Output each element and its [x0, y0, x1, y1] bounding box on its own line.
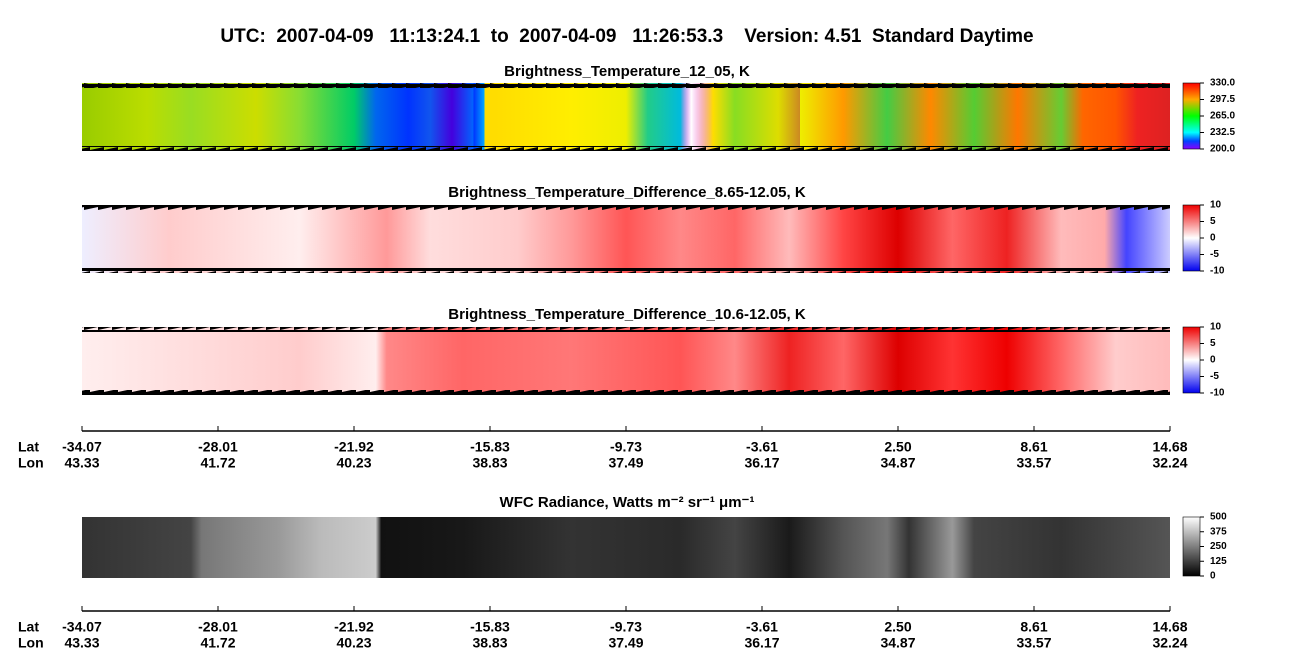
panel-title: Brightness_Temperature_Difference_10.6-1… [448, 306, 806, 323]
lon-tick-label: 34.87 [880, 455, 915, 471]
lat-label: Lat [18, 439, 39, 455]
lat-tick-label: -3.61 [746, 439, 778, 455]
lon-tick-label: 40.23 [336, 635, 371, 651]
lat-tick-label: 2.50 [884, 439, 911, 455]
colorbar-label: -5 [1210, 249, 1219, 260]
colorbar-label: 0 [1210, 571, 1216, 582]
lon-tick-label: 33.57 [1016, 635, 1051, 651]
colorbar [1182, 326, 1201, 394]
lon-tick-label: 34.87 [880, 635, 915, 651]
lat-label: Lat [18, 619, 39, 635]
lon-label: Lon [18, 635, 44, 651]
lat-tick-label: -9.73 [610, 619, 642, 635]
lon-tick-label: 40.23 [336, 455, 371, 471]
lon-tick-label: 38.83 [472, 635, 507, 651]
panel-title: WFC Radiance, Watts m⁻² sr⁻¹ μm⁻¹ [500, 494, 755, 511]
colorbar-label: 10 [1210, 200, 1222, 211]
swath-image [82, 205, 1170, 273]
lat-tick-label: 8.61 [1020, 439, 1047, 455]
colorbar-label: 265.0 [1210, 111, 1235, 122]
colorbar-label: 5 [1210, 216, 1216, 227]
colorbar-label: 5 [1210, 338, 1216, 349]
lat-tick-label: -21.92 [334, 619, 374, 635]
page-title: UTC: 2007-04-09 11:13:24.1 to 2007-04-09… [220, 26, 1033, 47]
lat-tick-label: -15.83 [470, 619, 510, 635]
lon-tick-label: 36.17 [744, 635, 779, 651]
lat-tick-label: 14.68 [1152, 619, 1187, 635]
lon-tick-label: 32.24 [1152, 455, 1187, 471]
colorbar [1182, 516, 1201, 577]
lon-tick-label: 38.83 [472, 455, 507, 471]
colorbar-label: 250 [1210, 541, 1227, 552]
lat-tick-label: 14.68 [1152, 439, 1187, 455]
lon-tick-label: 41.72 [200, 455, 235, 471]
lat-tick-label: 2.50 [884, 619, 911, 635]
lon-tick-label: 43.33 [64, 635, 99, 651]
colorbar-label: 0 [1210, 355, 1216, 366]
swath-image [82, 83, 1170, 151]
swath-edge [82, 205, 1170, 210]
colorbar [1182, 82, 1201, 150]
lon-tick-label: 41.72 [200, 635, 235, 651]
lat-tick-label: -9.73 [610, 439, 642, 455]
swath-image [82, 327, 1170, 395]
swath-edge [82, 327, 1170, 332]
swath-edge [82, 146, 1170, 151]
colorbar-label: -10 [1210, 388, 1225, 399]
colorbar-label: -10 [1210, 266, 1225, 277]
swath-image [82, 517, 1170, 578]
colorbar-label: 0 [1210, 233, 1216, 244]
lat-tick-label: -15.83 [470, 439, 510, 455]
colorbar-label: 125 [1210, 556, 1227, 567]
lat-tick-label: -21.92 [334, 439, 374, 455]
lon-tick-label: 37.49 [608, 635, 643, 651]
lon-label: Lon [18, 455, 44, 471]
lon-tick-label: 36.17 [744, 455, 779, 471]
lon-tick-label: 37.49 [608, 455, 643, 471]
lat-tick-label: -34.07 [62, 439, 102, 455]
lon-tick-label: 33.57 [1016, 455, 1051, 471]
lon-tick-label: 32.24 [1152, 635, 1187, 651]
colorbar-label: 330.0 [1210, 78, 1235, 89]
colorbar-label: 10 [1210, 322, 1222, 333]
lat-tick-label: -28.01 [198, 439, 238, 455]
lat-tick-label: -28.01 [198, 619, 238, 635]
lon-tick-label: 43.33 [64, 455, 99, 471]
colorbar [1182, 204, 1201, 272]
panel-title: Brightness_Temperature_Difference_8.65-1… [448, 184, 806, 201]
colorbar-label: 232.5 [1210, 127, 1235, 138]
panel-title: Brightness_Temperature_12_05, K [504, 63, 750, 80]
lat-tick-label: -34.07 [62, 619, 102, 635]
colorbar-label: 375 [1210, 526, 1227, 537]
swath-edge [82, 83, 1170, 88]
colorbar-label: 297.5 [1210, 94, 1235, 105]
lat-tick-label: -3.61 [746, 619, 778, 635]
colorbar-label: -5 [1210, 371, 1219, 382]
swath-edge [82, 390, 1170, 395]
colorbar-label: 500 [1210, 512, 1227, 523]
lat-tick-label: 8.61 [1020, 619, 1047, 635]
colorbar-label: 200.0 [1210, 144, 1235, 155]
swath-edge [82, 268, 1170, 273]
